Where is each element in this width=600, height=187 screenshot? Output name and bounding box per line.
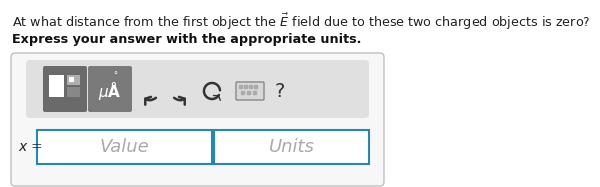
Text: °: ° xyxy=(113,71,117,80)
FancyBboxPatch shape xyxy=(236,82,264,100)
FancyBboxPatch shape xyxy=(214,130,369,164)
Bar xyxy=(247,91,250,94)
Bar xyxy=(244,85,247,88)
FancyBboxPatch shape xyxy=(26,60,369,118)
Bar xyxy=(253,91,256,94)
FancyBboxPatch shape xyxy=(69,77,74,82)
FancyBboxPatch shape xyxy=(88,66,132,112)
Text: ?: ? xyxy=(275,82,285,100)
Bar xyxy=(249,85,252,88)
FancyBboxPatch shape xyxy=(49,75,64,97)
FancyBboxPatch shape xyxy=(43,66,87,112)
FancyBboxPatch shape xyxy=(37,130,212,164)
Text: Units: Units xyxy=(269,138,314,156)
Text: Value: Value xyxy=(100,138,149,156)
FancyBboxPatch shape xyxy=(67,87,80,97)
Text: At what distance from the first object the $\vec{E}$ field due to these two char: At what distance from the first object t… xyxy=(12,12,590,32)
Text: Express your answer with the appropriate units.: Express your answer with the appropriate… xyxy=(12,33,361,46)
Bar xyxy=(239,85,242,88)
FancyBboxPatch shape xyxy=(67,75,80,85)
Bar xyxy=(241,91,244,94)
Text: $\mu$Å: $\mu$Å xyxy=(98,80,122,102)
Text: $x$ =: $x$ = xyxy=(18,140,43,154)
FancyBboxPatch shape xyxy=(11,53,384,186)
Bar xyxy=(254,85,257,88)
